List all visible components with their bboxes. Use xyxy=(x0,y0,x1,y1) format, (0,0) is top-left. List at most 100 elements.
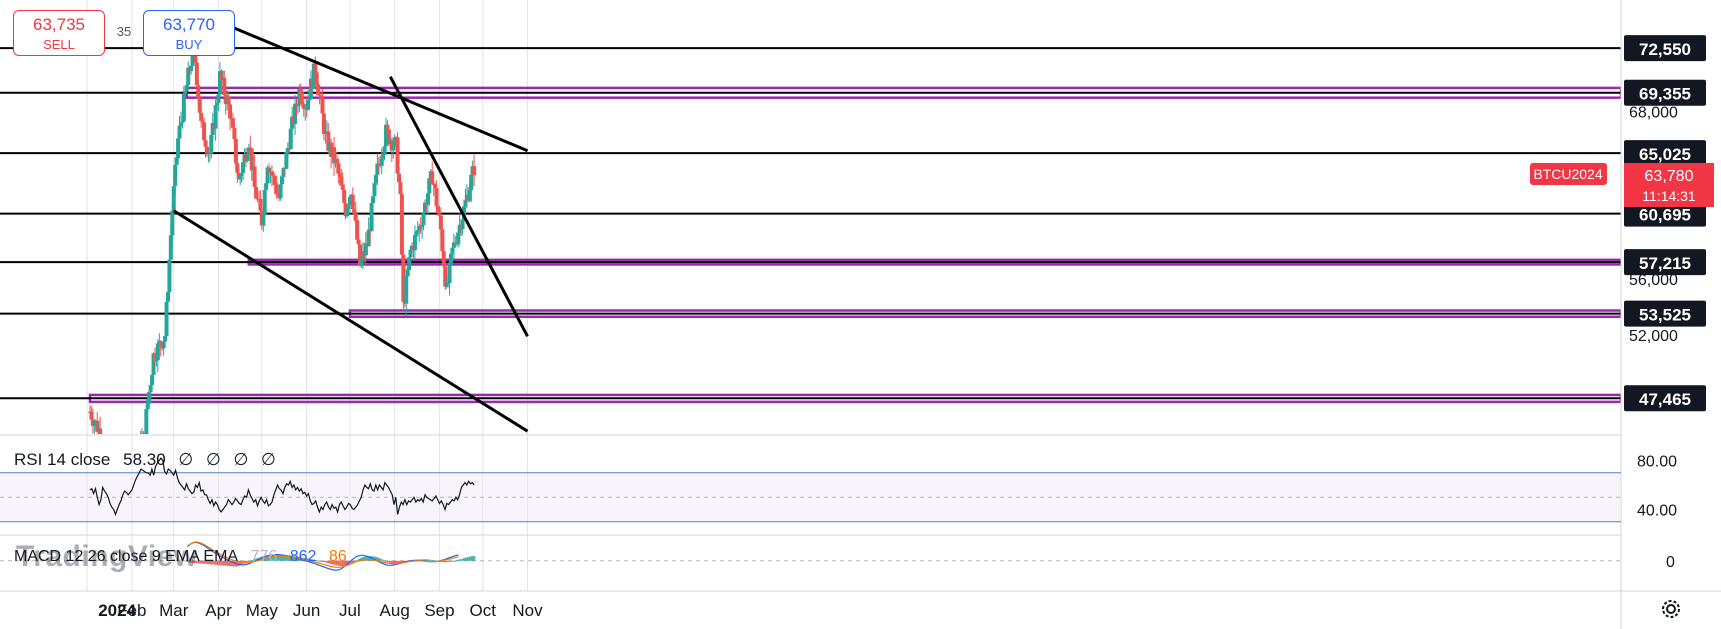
candle-body xyxy=(366,229,371,247)
time-tick: Nov xyxy=(512,601,543,620)
rsi-legend[interactable]: RSI 14 close 58.30 ∅ ∅ ∅ ∅ xyxy=(14,450,284,470)
candle-body xyxy=(233,138,238,164)
candle-body xyxy=(236,172,241,180)
candle-body xyxy=(317,94,322,96)
candle-body xyxy=(460,219,465,230)
candle-body xyxy=(385,124,390,130)
level-label-bg xyxy=(1624,35,1706,62)
time-tick: Mar xyxy=(159,601,189,620)
candle-body xyxy=(295,104,300,107)
candle-body xyxy=(173,164,178,187)
time-tick: Jul xyxy=(339,601,361,620)
candle-body xyxy=(203,140,208,147)
macd-histogram-bar xyxy=(359,557,363,561)
macd-histogram-bar xyxy=(353,560,357,562)
macd-histogram-bar xyxy=(305,558,308,561)
macd-histogram-bar xyxy=(254,558,257,561)
candle-body xyxy=(469,174,474,191)
sell-button[interactable]: 63,735 SELL xyxy=(13,10,105,56)
time-tick: Feb xyxy=(117,601,146,620)
candle-body xyxy=(371,196,376,204)
tradingview-watermark: TradingView xyxy=(16,540,198,573)
candle-body xyxy=(447,262,452,284)
macd-histogram-bar xyxy=(373,556,376,561)
candle-body xyxy=(95,420,100,432)
macd-histogram-bar xyxy=(377,557,380,561)
macd-histogram-bar xyxy=(248,560,252,562)
candle-body xyxy=(313,63,318,73)
candle-body xyxy=(337,173,342,177)
macd-histogram-bar xyxy=(314,560,318,562)
candle-body xyxy=(384,124,389,147)
macd-histogram-bar xyxy=(207,560,211,565)
candle-body xyxy=(401,254,406,302)
macd-histogram-bar xyxy=(285,555,289,561)
macd-histogram-bar xyxy=(186,560,189,562)
macd-histogram-bar xyxy=(391,560,394,564)
candle-body xyxy=(92,422,97,426)
level-label: 60,695 xyxy=(1639,206,1691,225)
level-label-bg xyxy=(1624,249,1706,276)
candle-body xyxy=(352,209,357,214)
trendline xyxy=(193,9,529,153)
macd-histogram-bar xyxy=(229,560,232,567)
level-label: 65,025 xyxy=(1639,145,1691,164)
macd-histogram-bar xyxy=(449,560,452,562)
time-tick: Aug xyxy=(380,601,410,620)
candle-body xyxy=(197,98,202,113)
candle-body xyxy=(167,259,172,293)
candle-body xyxy=(285,147,290,152)
macd-line xyxy=(187,541,459,571)
candle-body xyxy=(199,112,204,121)
candle-body xyxy=(340,184,345,190)
candle-body xyxy=(150,374,155,386)
macd-histogram-bar xyxy=(389,560,392,564)
candle-body xyxy=(326,131,331,151)
candle-body xyxy=(417,225,422,232)
settings-gear-icon[interactable] xyxy=(1662,600,1680,618)
candle-body xyxy=(434,188,439,207)
candle-body xyxy=(438,215,443,230)
macd-histogram-bar xyxy=(194,560,197,564)
sell-price: 63,735 xyxy=(33,15,85,34)
macd-histogram-bar xyxy=(431,560,435,562)
horizontal-levels xyxy=(0,47,1621,400)
macd-histogram-bar xyxy=(215,560,218,565)
candle-body xyxy=(359,258,364,266)
macd-histogram-bar xyxy=(197,560,201,564)
trendlines xyxy=(172,9,529,433)
macd-histogram-bar xyxy=(336,560,339,566)
candle-body xyxy=(321,113,326,135)
candle-body xyxy=(155,343,160,361)
time-tick: Oct xyxy=(470,601,497,620)
candle-body xyxy=(353,213,358,221)
macd-histogram-bar xyxy=(469,556,472,561)
macd-histogram-bar xyxy=(279,554,283,561)
level-label: 72,550 xyxy=(1639,40,1691,59)
macd-histogram-bar xyxy=(209,560,213,565)
candle-body xyxy=(398,182,403,195)
macd-legend[interactable]: MACD 12 26 close 9 EMA EMA 776 862 86 xyxy=(14,548,355,566)
macd-histogram-bar xyxy=(428,559,431,561)
candle-body xyxy=(320,98,325,114)
candle-body xyxy=(246,147,251,156)
candle-body xyxy=(180,121,185,123)
macd-histogram-bar xyxy=(289,555,293,561)
level-label: 69,355 xyxy=(1639,85,1691,104)
price-axis-level-labels: 72,550 69,355 65,025 60,695 57,215 53,525 47,4… xyxy=(1624,35,1706,412)
macd-histogram-bar xyxy=(272,554,275,561)
candle-body xyxy=(319,95,324,99)
candle-body xyxy=(171,186,176,211)
candle-body xyxy=(342,189,347,203)
rsi-legend-extra: ∅ xyxy=(261,450,276,469)
candle-body xyxy=(280,176,285,185)
macd-histogram-bar xyxy=(188,560,191,563)
macd-histogram-bar xyxy=(328,560,332,564)
candle-body xyxy=(382,146,387,155)
rsi-tick: 80.00 xyxy=(1637,454,1677,471)
time-tick: Apr xyxy=(205,601,232,620)
buy-button[interactable]: 63,770 BUY xyxy=(143,10,235,56)
macd-histogram-bar xyxy=(190,560,193,563)
